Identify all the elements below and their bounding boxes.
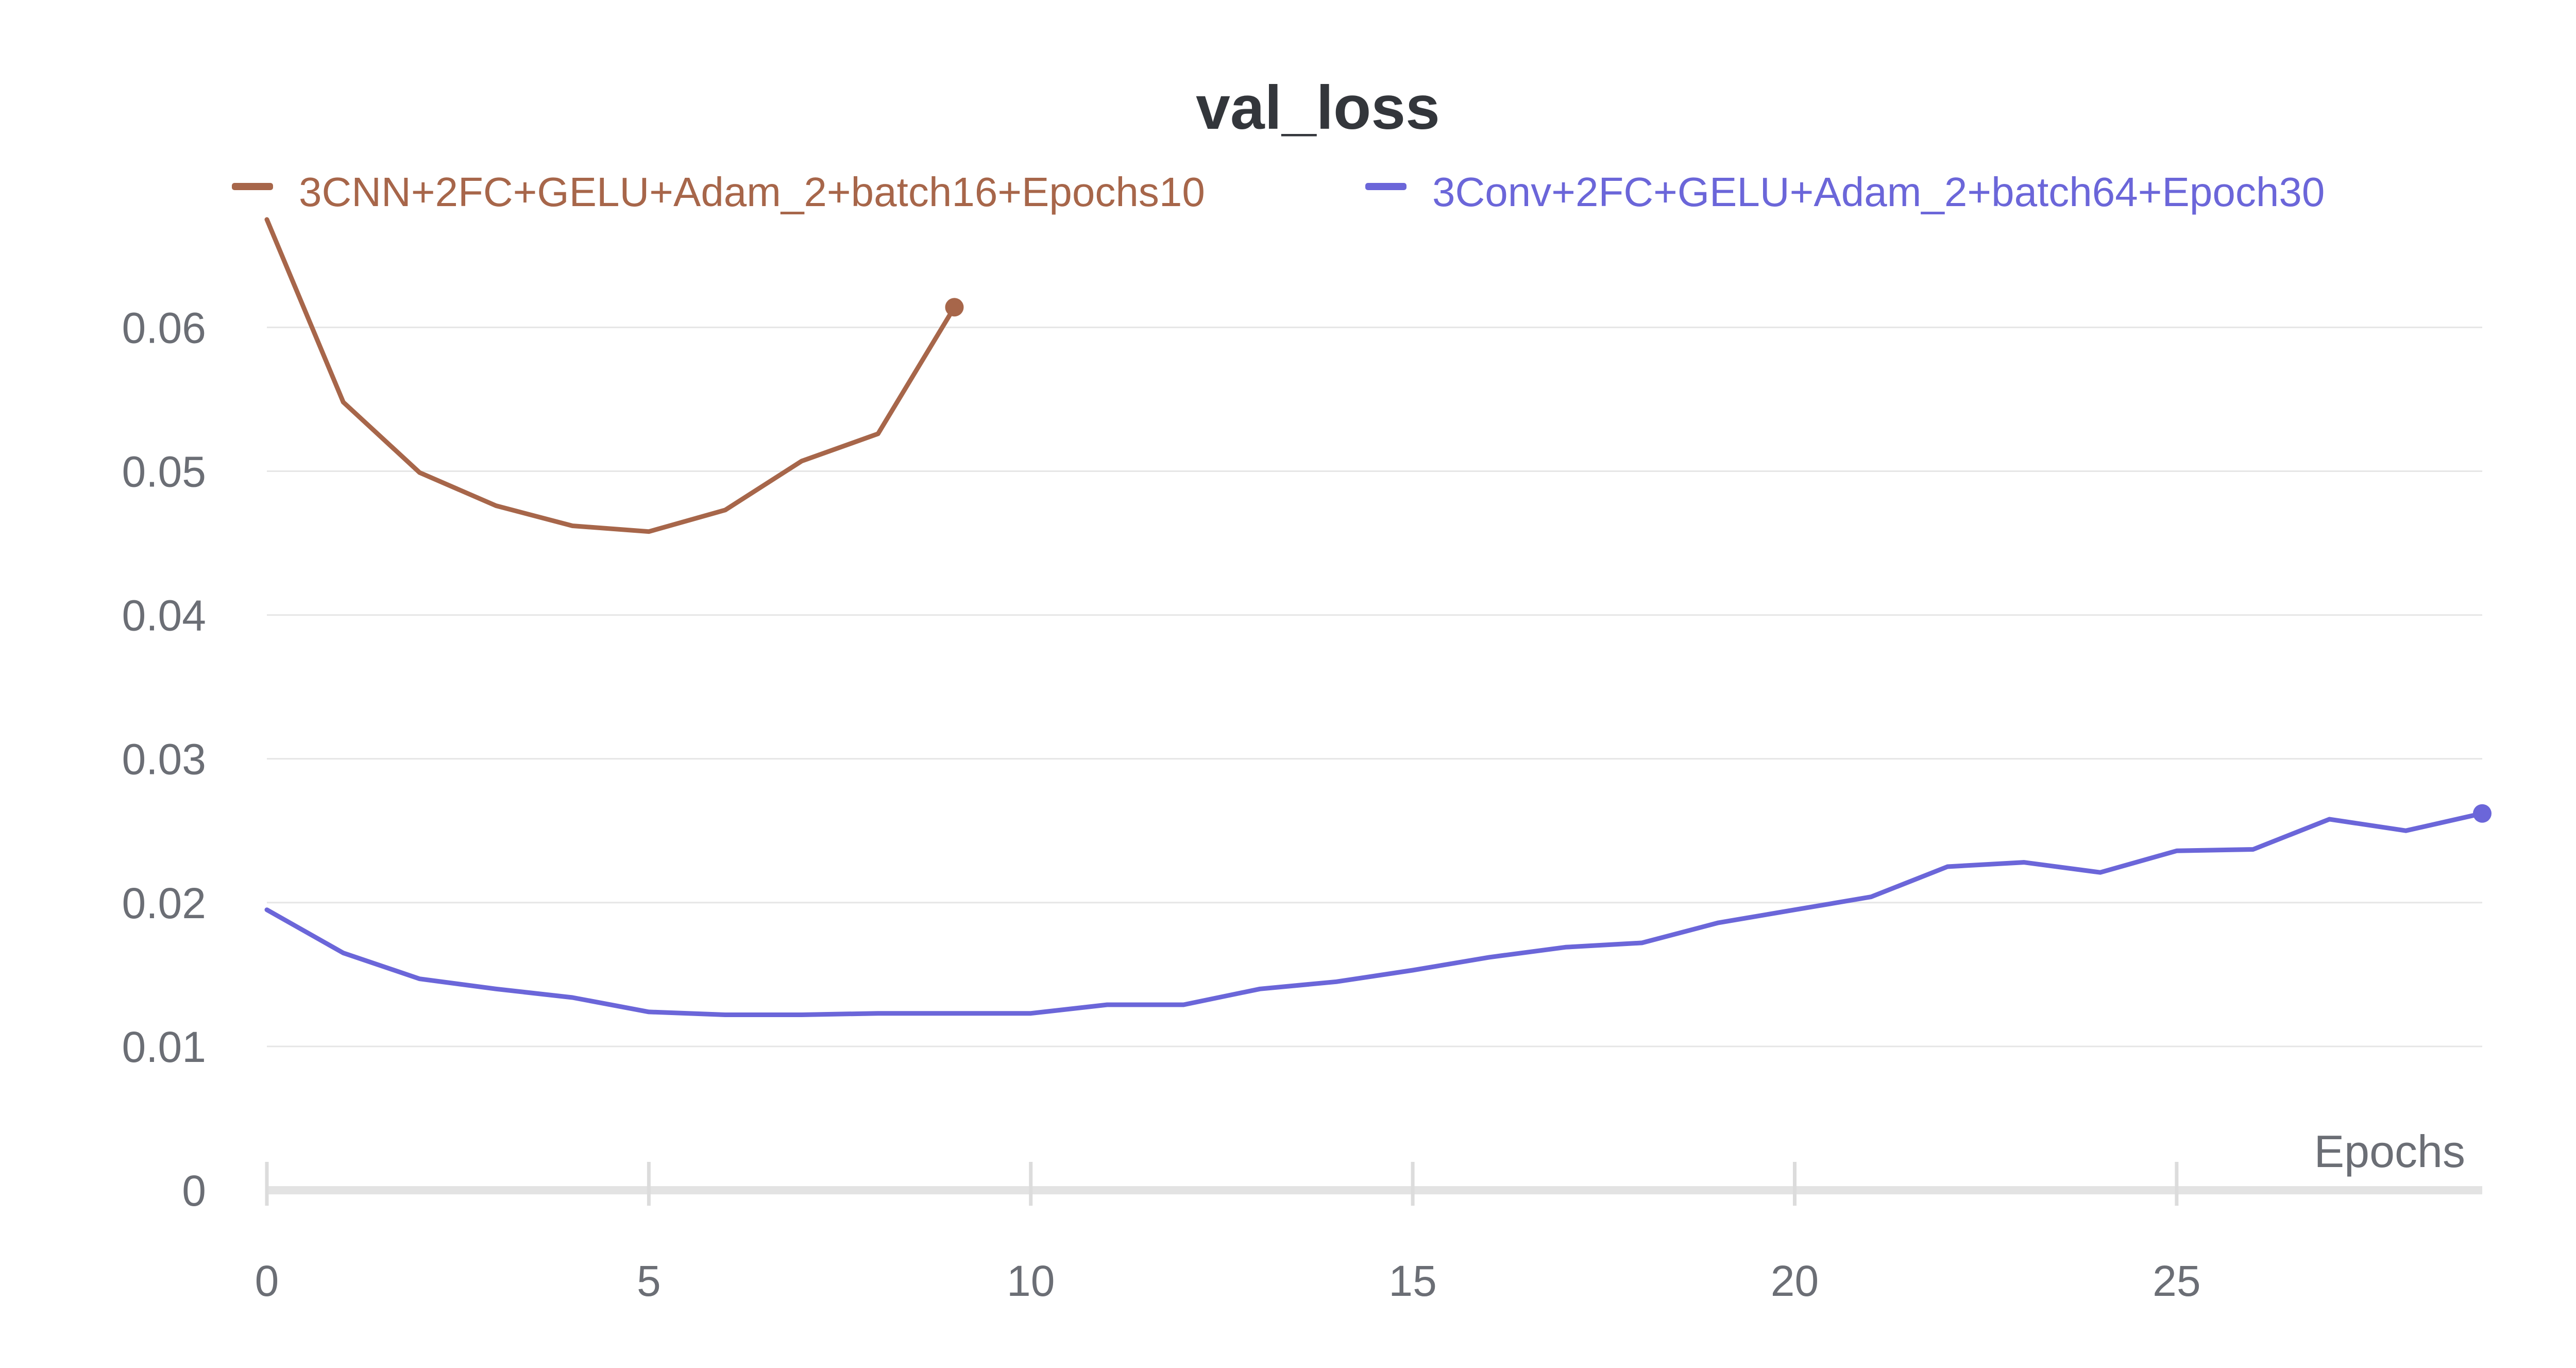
legend-item-series-1[interactable]: 3CNN+2FC+GELU+Adam_2+batch16+Epochs10 (232, 169, 1205, 215)
gridlines (267, 326, 2482, 1048)
x-tick-label: 20 (1771, 1257, 1819, 1305)
series-end-marker-2[interactable] (2473, 804, 2492, 823)
x-tick-label: 10 (1007, 1257, 1055, 1305)
x-axis-label: Epochs (2314, 1126, 2465, 1177)
legend-swatch-series-1 (232, 183, 273, 190)
legend[interactable]: 3CNN+2FC+GELU+Adam_2+batch16+Epochs10 3C… (232, 169, 2325, 215)
x-tick-label: 25 (2153, 1257, 2200, 1305)
x-tick-label: 15 (1388, 1257, 1436, 1305)
legend-label-series-1: 3CNN+2FC+GELU+Adam_2+batch16+Epochs10 (299, 169, 1205, 215)
legend-swatch-series-2 (1365, 183, 1406, 190)
y-tick-label: 0.04 (122, 592, 207, 640)
y-axis: 0 0.01 0.02 0.03 0.04 0.05 0.06 (122, 303, 207, 1215)
series-line-1[interactable] (264, 217, 957, 534)
x-tick-label: 5 (637, 1257, 661, 1305)
x-tick-label: 0 (255, 1257, 279, 1305)
y-tick-label: 0 (182, 1167, 206, 1215)
y-tick-label: 0.03 (122, 735, 207, 784)
y-tick-label: 0.05 (122, 447, 207, 496)
x-axis: 0 5 10 15 20 25 (255, 1162, 2482, 1305)
chart-title: val_loss (1196, 73, 1440, 142)
y-tick-label: 0.02 (122, 879, 207, 927)
y-tick-label: 0.01 (122, 1023, 207, 1071)
y-tick-label: 0.06 (122, 303, 207, 352)
series-end-marker-1[interactable] (945, 298, 964, 317)
series-line-2[interactable] (264, 811, 2485, 1017)
legend-item-series-2[interactable]: 3Conv+2FC+GELU+Adam_2+batch64+Epoch30 (1365, 169, 2325, 215)
legend-label-series-2: 3Conv+2FC+GELU+Adam_2+batch64+Epoch30 (1432, 169, 2325, 215)
plot-area[interactable] (264, 217, 2492, 1017)
